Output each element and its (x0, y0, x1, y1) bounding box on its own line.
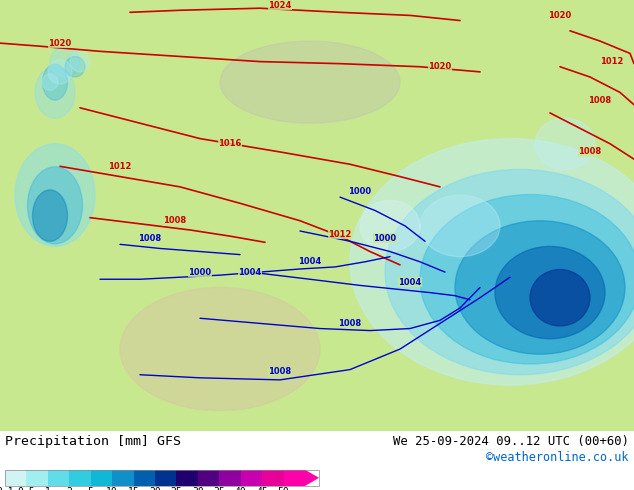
Text: 50: 50 (278, 488, 290, 490)
Text: Precipitation [mm] GFS: Precipitation [mm] GFS (5, 435, 181, 448)
Bar (134, 470, 155, 486)
Text: 1020: 1020 (548, 11, 572, 20)
Ellipse shape (120, 288, 320, 411)
Text: 1000: 1000 (349, 188, 372, 196)
Text: We 25-09-2024 09..12 UTC (00+60): We 25-09-2024 09..12 UTC (00+60) (393, 435, 629, 448)
Text: 35: 35 (214, 488, 225, 490)
Ellipse shape (32, 190, 67, 241)
Text: ©weatheronline.co.uk: ©weatheronline.co.uk (486, 451, 629, 465)
Text: 1004: 1004 (238, 268, 262, 276)
Text: 10: 10 (107, 488, 118, 490)
Text: 1016: 1016 (218, 139, 242, 148)
Ellipse shape (455, 220, 625, 354)
Text: 2: 2 (67, 488, 72, 490)
Text: 1012: 1012 (328, 230, 352, 239)
Ellipse shape (360, 200, 420, 251)
Ellipse shape (15, 144, 95, 246)
Text: 1008: 1008 (339, 319, 361, 328)
Text: 1008: 1008 (164, 216, 186, 225)
Ellipse shape (27, 167, 82, 244)
Ellipse shape (530, 270, 590, 326)
Ellipse shape (420, 195, 634, 364)
Ellipse shape (350, 139, 634, 385)
Bar (27, 470, 48, 486)
Text: 1004: 1004 (398, 278, 422, 287)
Text: 1012: 1012 (108, 162, 132, 171)
Bar (69, 470, 91, 486)
Text: 1008: 1008 (138, 234, 162, 243)
Text: 1012: 1012 (600, 57, 624, 66)
Bar (48, 470, 69, 486)
Text: 0.1: 0.1 (0, 488, 14, 490)
Text: 1020: 1020 (429, 62, 451, 71)
Bar (241, 470, 262, 486)
Text: 1: 1 (45, 488, 51, 490)
Ellipse shape (50, 46, 80, 77)
Ellipse shape (535, 118, 595, 170)
Circle shape (42, 74, 58, 90)
Bar (176, 470, 198, 486)
Text: 1000: 1000 (188, 268, 212, 276)
Text: 1020: 1020 (48, 39, 72, 48)
Text: 1008: 1008 (268, 367, 292, 376)
Ellipse shape (35, 67, 75, 118)
Circle shape (70, 51, 90, 72)
Text: 0.5: 0.5 (18, 488, 36, 490)
Bar (112, 470, 134, 486)
Bar (198, 470, 219, 486)
Text: 1008: 1008 (578, 147, 602, 156)
Ellipse shape (495, 246, 605, 339)
Ellipse shape (42, 64, 67, 100)
Bar (5, 470, 319, 486)
Ellipse shape (385, 170, 634, 375)
Text: 1000: 1000 (373, 234, 396, 243)
Bar (91, 470, 112, 486)
Text: 45: 45 (256, 488, 268, 490)
Text: 40: 40 (235, 488, 247, 490)
Bar (219, 470, 241, 486)
Ellipse shape (65, 56, 85, 77)
Text: 20: 20 (149, 488, 161, 490)
Bar (155, 470, 176, 486)
Polygon shape (305, 470, 319, 486)
Text: 1004: 1004 (299, 257, 321, 266)
Circle shape (48, 60, 72, 84)
Text: 25: 25 (171, 488, 183, 490)
Ellipse shape (220, 41, 400, 123)
Text: 5: 5 (87, 488, 94, 490)
Bar (283, 470, 305, 486)
Text: 30: 30 (192, 488, 204, 490)
Text: 15: 15 (127, 488, 139, 490)
Bar (262, 470, 283, 486)
Text: 1024: 1024 (268, 0, 292, 10)
Text: 1008: 1008 (588, 96, 612, 105)
Bar (5, 470, 27, 486)
Ellipse shape (420, 195, 500, 257)
